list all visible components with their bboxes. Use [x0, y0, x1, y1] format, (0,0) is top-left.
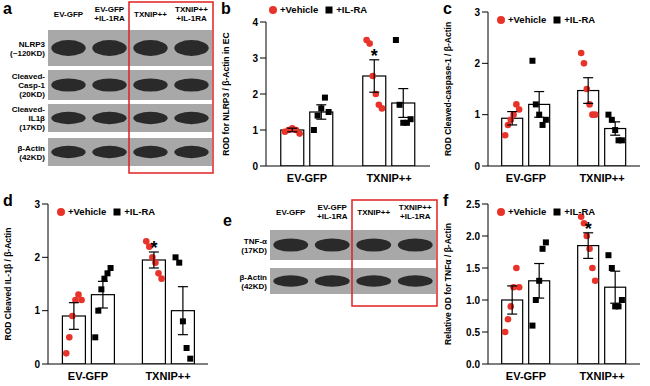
svg-text:2.5: 2.5: [466, 199, 480, 210]
html-text:f: f: [443, 192, 449, 209]
svg-text:TXNIP+++IL-1RA: TXNIP+++IL-1RA: [399, 203, 432, 221]
svg-text:TXNIP++: TXNIP++: [579, 172, 624, 184]
svg-text:2.0: 2.0: [466, 231, 480, 242]
svg-text:2: 2: [252, 89, 258, 100]
svg-text:TXNIP++: TXNIP++: [134, 10, 167, 19]
html-text:+Vehicle: +Vehicle: [280, 4, 319, 15]
html-text:e: e: [223, 212, 232, 229]
html-text:+IL-RA: +IL-RA: [564, 14, 596, 25]
svg-text:ROD Cleaved-caspase-1 / β-Acti: ROD Cleaved-caspase-1 / β-Actin: [443, 22, 453, 156]
svg-text:3: 3: [252, 53, 258, 64]
svg-text:EV-GFP: EV-GFP: [287, 172, 327, 184]
svg-text:3: 3: [474, 7, 480, 18]
svg-text:TNF-α(17KD): TNF-α(17KD): [241, 237, 267, 255]
svg-text:β-Actin(42KD): β-Actin(42KD): [239, 273, 267, 291]
html-text:a: a: [3, 0, 12, 17]
html-text:+IL-RA: +IL-RA: [564, 206, 596, 217]
svg-text:3: 3: [34, 199, 40, 210]
html-text:+Vehicle: +Vehicle: [508, 206, 547, 217]
svg-text:1: 1: [34, 305, 40, 316]
svg-text:2: 2: [34, 252, 40, 263]
svg-text:ROD Cleaved IL-1β / β-Actin: ROD Cleaved IL-1β / β-Actin: [8, 228, 13, 341]
svg-text:2: 2: [474, 58, 480, 69]
html-text:+Vehicle: +Vehicle: [508, 14, 547, 25]
svg-text:1.5: 1.5: [466, 263, 480, 274]
svg-text:EV-GFP: EV-GFP: [506, 172, 546, 184]
svg-text:TXNIP++: TXNIP++: [579, 370, 624, 382]
svg-text:1.0: 1.0: [466, 295, 480, 306]
svg-text:TXNIP++: TXNIP++: [366, 172, 411, 184]
svg-text:4: 4: [252, 17, 258, 28]
html-text:c: c: [443, 0, 452, 17]
svg-text:1: 1: [252, 125, 258, 136]
svg-text:0: 0: [34, 359, 40, 370]
html-text:+Vehicle: +Vehicle: [68, 206, 107, 217]
svg-text:0.5: 0.5: [466, 327, 480, 338]
html-text:b: b: [221, 0, 231, 17]
svg-text:TXNIP++: TXNIP++: [145, 370, 190, 382]
html-text:+IL-RA: +IL-RA: [124, 206, 156, 217]
svg-text:EV-GFP: EV-GFP: [68, 370, 108, 382]
svg-text:EV-GFP+IL-1RA: EV-GFP+IL-1RA: [94, 5, 125, 23]
svg-text:EV-GFP: EV-GFP: [506, 370, 546, 382]
svg-text:0.0: 0.0: [466, 359, 480, 370]
html-text:d: d: [3, 192, 13, 209]
svg-text:ROD for NLRP3 / β-Actin in EC: ROD for NLRP3 / β-Actin in EC: [221, 32, 231, 155]
svg-text:EV-GFP: EV-GFP: [54, 10, 84, 19]
svg-text:Cleaved-Casp-1(20KD): Cleaved-Casp-1(20KD): [12, 72, 46, 99]
svg-text:Cleaved-IL1β(17KD): Cleaved-IL1β(17KD): [12, 105, 46, 132]
svg-text:0: 0: [474, 161, 480, 172]
svg-text:TXNIP++: TXNIP++: [357, 208, 390, 217]
svg-text:EV-GFP+IL-1RA: EV-GFP+IL-1RA: [317, 203, 348, 221]
svg-text:EV-GFP: EV-GFP: [276, 208, 306, 217]
svg-text:NLRP3(~120KD): NLRP3(~120KD): [10, 40, 45, 58]
svg-text:0: 0: [252, 161, 258, 172]
svg-text:1: 1: [474, 109, 480, 120]
html-text:+IL-RA: +IL-RA: [336, 4, 368, 15]
svg-text:TXNIP+++IL-1RA: TXNIP+++IL-1RA: [175, 5, 208, 23]
svg-text:Relative OD for TNFα / β-Actin: Relative OD for TNFα / β-Actin: [443, 223, 453, 345]
svg-text:β-Actin(42KD): β-Actin(42KD): [17, 144, 45, 162]
